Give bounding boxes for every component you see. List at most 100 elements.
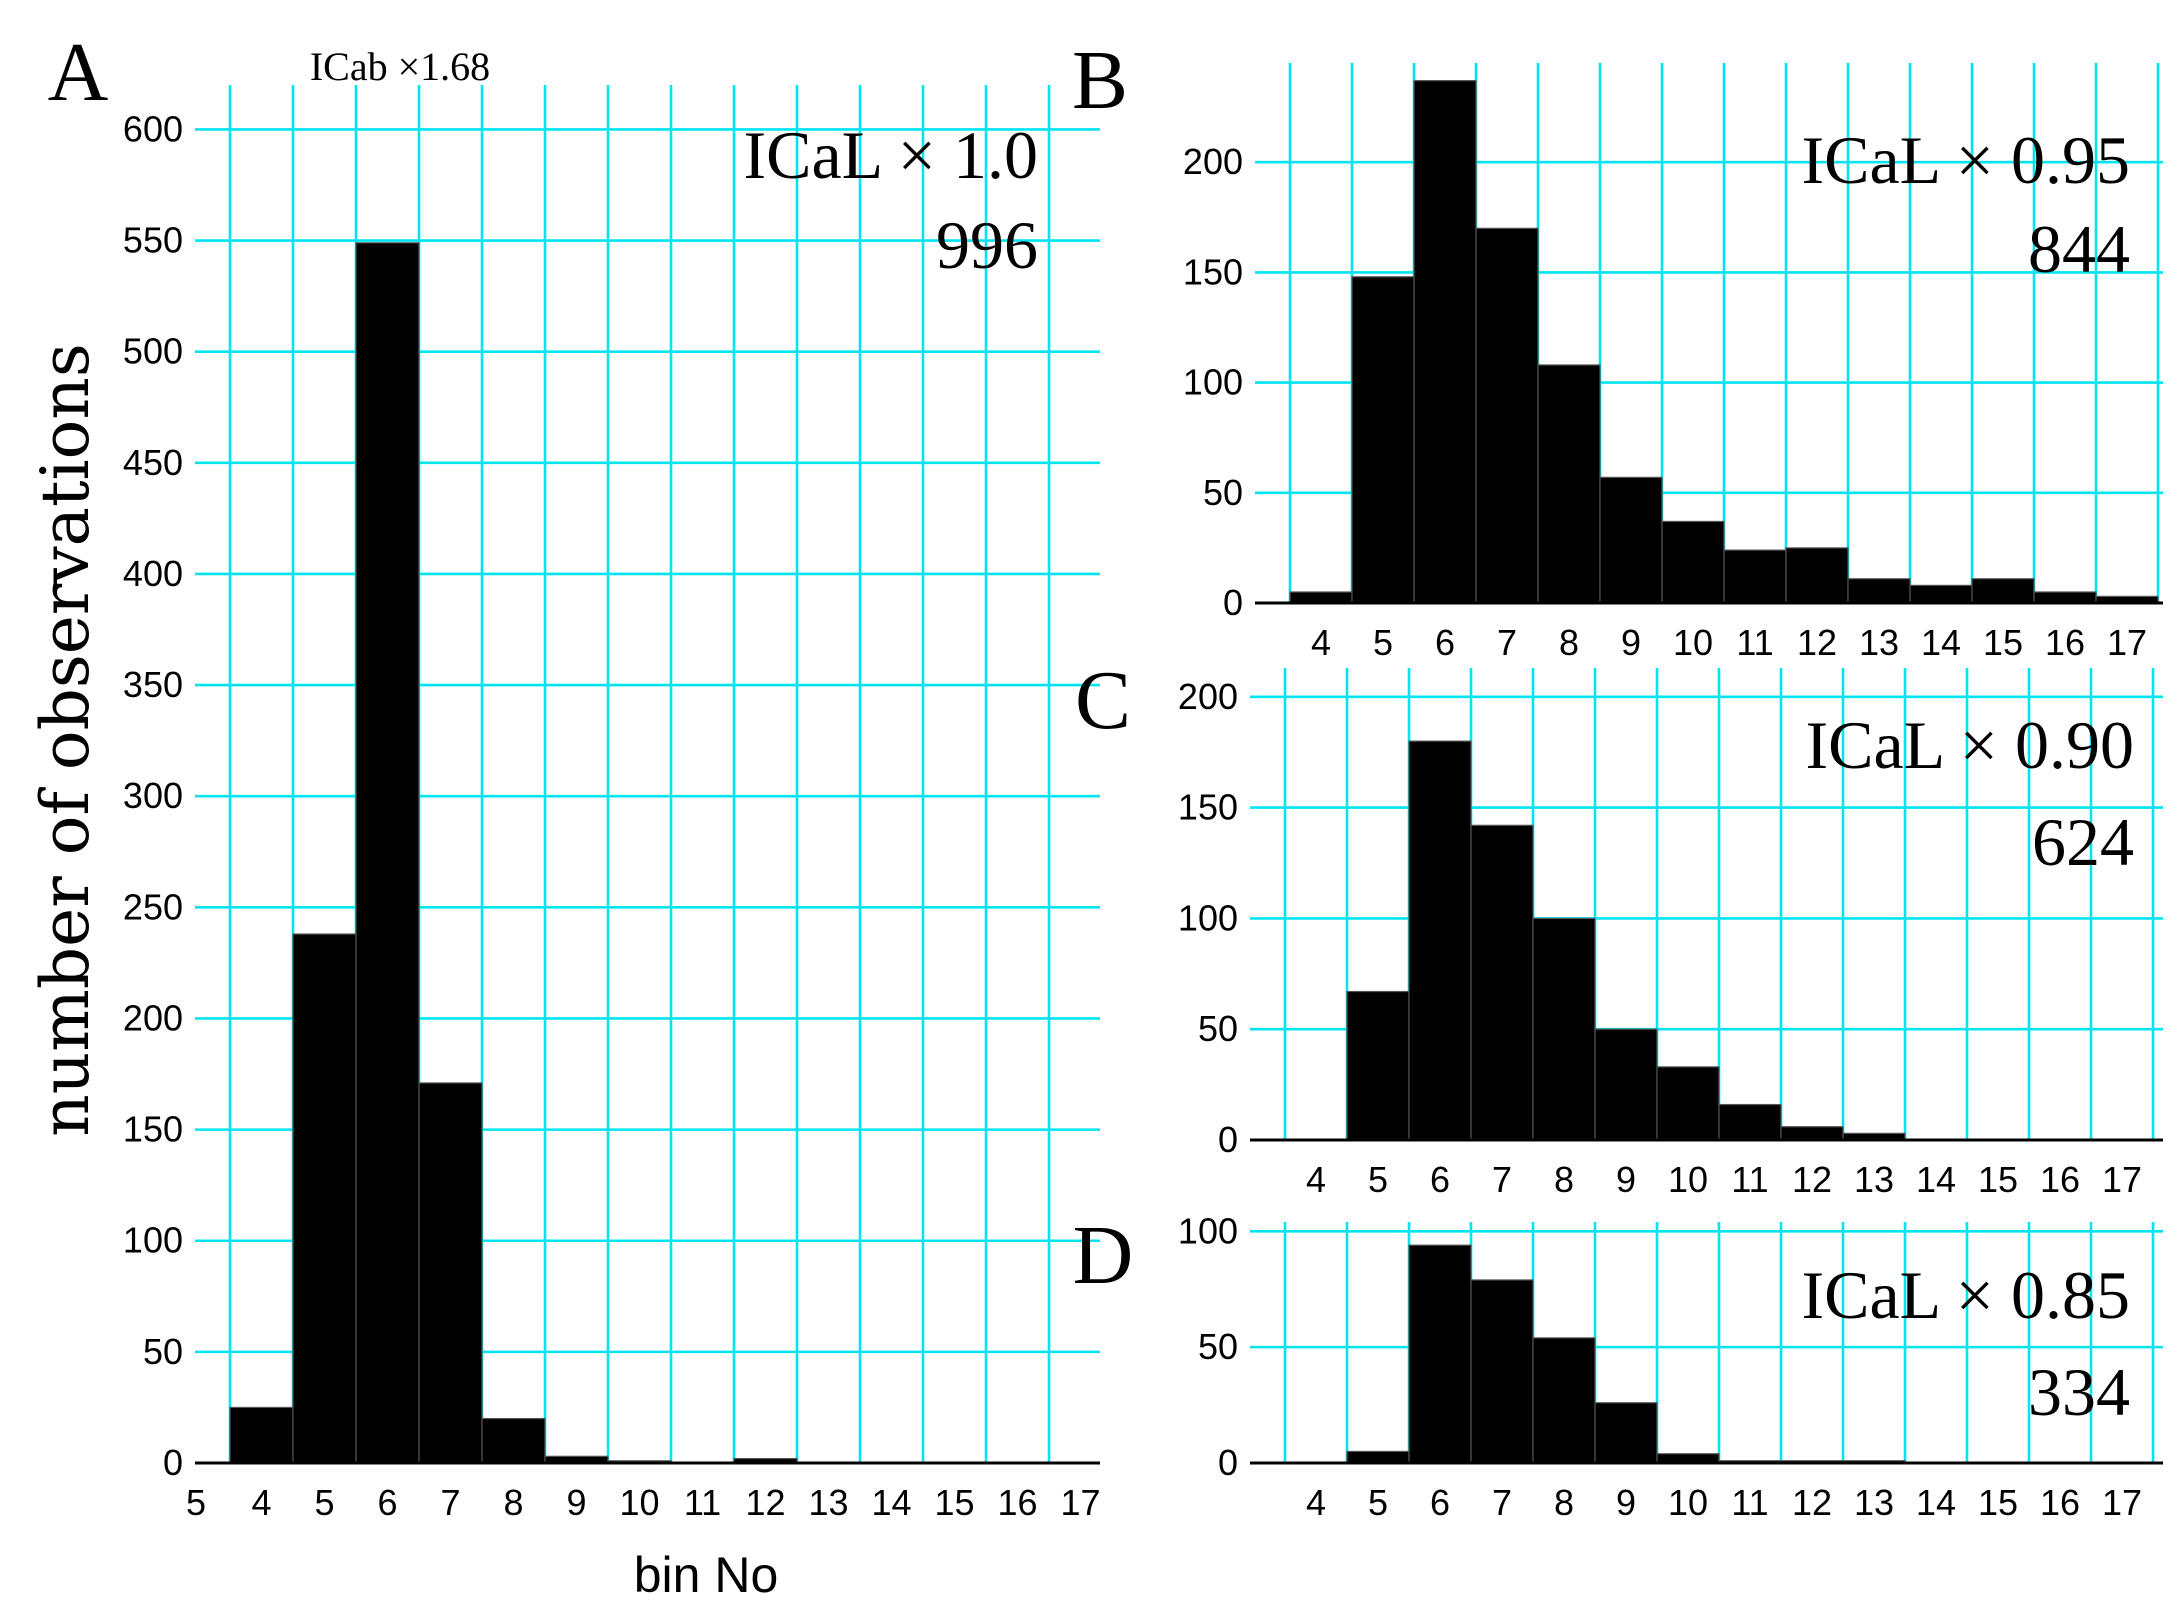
- x-tick-label: 9: [1621, 622, 1641, 663]
- x-tick-label: 15: [1978, 1482, 2018, 1523]
- y-tick-label: 150: [123, 1109, 183, 1150]
- x-tick-label: 10: [1668, 1482, 1708, 1523]
- x-tick-label: 9: [1616, 1482, 1636, 1523]
- x-tick-label: 5: [314, 1482, 334, 1523]
- annotation-count: 334: [2028, 1354, 2130, 1430]
- x-tick-label: 6: [377, 1482, 397, 1523]
- bar-bin-8: [481, 1417, 546, 1464]
- x-tick-label: 6: [1430, 1159, 1450, 1200]
- x-tick-label: 13: [1854, 1482, 1894, 1523]
- x-tick-label: 16: [2040, 1482, 2080, 1523]
- y-tick-label: 600: [123, 108, 183, 149]
- bar-bin-7: [1470, 1279, 1534, 1464]
- bar-bin-5: [292, 933, 357, 1464]
- x-tick-label: 5: [1368, 1482, 1388, 1523]
- panel-c: 0 50 100 150 200 4 5 6 7 8 9 10 11 12 13 14 15 16 17 C ICaL …: [1075, 654, 2163, 1200]
- x-tick-label: 11: [1736, 622, 1773, 663]
- y-tick-label: 150: [1183, 251, 1243, 292]
- x-tick-label: 14: [871, 1482, 911, 1523]
- x-tick-label: 11: [1731, 1482, 1768, 1523]
- x-tick-label: 17: [2107, 622, 2147, 663]
- y-tick-label: 200: [1183, 141, 1243, 182]
- bar-bin-14: [1909, 584, 1973, 604]
- annotation-ical-factor: ICaL × 0.90: [1805, 707, 2134, 783]
- y-tick-label: 50: [1198, 1326, 1238, 1367]
- panel-letter: A: [48, 26, 109, 119]
- y-tick-label: 150: [1178, 787, 1238, 828]
- y-tick-label: 500: [123, 331, 183, 372]
- y-tick-label: 300: [123, 775, 183, 816]
- annotation-count: 844: [2028, 211, 2130, 287]
- x-tick-label: 17: [2102, 1159, 2142, 1200]
- x-tick-label: 12: [1792, 1159, 1832, 1200]
- x-tick-label: 8: [1554, 1482, 1574, 1523]
- bar-bin-5: [1346, 1450, 1410, 1464]
- x-tick-label: 15: [1978, 1159, 2018, 1200]
- x-tick-label: 7: [1492, 1159, 1512, 1200]
- bar-bin-7: [1475, 227, 1539, 604]
- bar-bin-7: [418, 1082, 483, 1464]
- x-tick-label: 11: [1731, 1159, 1768, 1200]
- x-tick-label-clipped: 5: [186, 1482, 206, 1523]
- annotation-count: 996: [936, 207, 1038, 283]
- annotation-count: 624: [2032, 804, 2134, 880]
- x-tick-label: 13: [1859, 622, 1899, 663]
- x-tick-label: 9: [1616, 1159, 1636, 1200]
- bar-bin-15: [1971, 578, 2035, 604]
- bar-bin-4: [229, 1406, 294, 1464]
- panel-letter: D: [1073, 1209, 1134, 1302]
- y-tick-label: 50: [1198, 1008, 1238, 1049]
- bar-bin-6: [1408, 1244, 1472, 1464]
- bar-bin-9: [1594, 1028, 1658, 1141]
- bar-bin-4: [1289, 591, 1353, 604]
- y-tick-label: 100: [1178, 897, 1238, 938]
- x-tick-label: 7: [440, 1482, 460, 1523]
- y-tick-label: 200: [1178, 676, 1238, 717]
- y-tick-label: 0: [1218, 1119, 1238, 1160]
- bar-bin-6: [1413, 80, 1477, 604]
- x-tick-label: 9: [566, 1482, 586, 1523]
- x-tick-label: 12: [1792, 1482, 1832, 1523]
- y-tick-label: 0: [1218, 1442, 1238, 1483]
- y-tick-label: 100: [123, 1220, 183, 1261]
- bar-bin-6: [1408, 740, 1472, 1141]
- panel-a: 0 50 100 150 200 250 300 350 400 450 500 550 600 4 5 6 7…: [48, 26, 1101, 1523]
- panel-b: 0 50 100 150 200 4 5 6 7 8 9 10 11 12 13 14 15 16 17 B ICaL …: [1072, 34, 2163, 663]
- bar-bin-6: [355, 242, 420, 1464]
- x-tick-label: 13: [1854, 1159, 1894, 1200]
- panel-letter: C: [1075, 654, 1131, 747]
- bar-bin-10: [1656, 1066, 1720, 1141]
- x-tick-label: 12: [745, 1482, 785, 1523]
- x-tick-label: 7: [1497, 622, 1517, 663]
- bar-bin-10: [1661, 520, 1725, 604]
- bar-bin-5: [1346, 990, 1410, 1141]
- bar-bin-7: [1470, 824, 1534, 1141]
- x-tick-label: 4: [251, 1482, 271, 1523]
- x-tick-label: 10: [1668, 1159, 1708, 1200]
- x-tick-label: 8: [503, 1482, 523, 1523]
- y-tick-label: 350: [123, 664, 183, 705]
- bar-bin-12: [1780, 1126, 1844, 1141]
- bar-bin-9: [1599, 476, 1663, 604]
- y-tick-label: 100: [1178, 1210, 1238, 1251]
- bar-bin-12: [1785, 547, 1849, 604]
- y-axis-label: number of observations: [27, 343, 104, 1136]
- x-tick-label: 15: [934, 1482, 974, 1523]
- bar-bin-11: [1718, 1103, 1782, 1141]
- x-tick-label: 7: [1492, 1482, 1512, 1523]
- x-tick-label: 17: [2102, 1482, 2142, 1523]
- y-tick-label: 50: [143, 1331, 183, 1372]
- x-tick-label: 6: [1435, 622, 1455, 663]
- bar-bin-9: [1594, 1402, 1658, 1464]
- y-tick-label: 450: [123, 442, 183, 483]
- bar-bin-13: [1847, 578, 1911, 604]
- x-tick-label: 17: [1060, 1482, 1100, 1523]
- y-tick-label: 200: [123, 997, 183, 1038]
- x-tick-label: 16: [2040, 1159, 2080, 1200]
- x-tick-label: 6: [1430, 1482, 1450, 1523]
- y-tick-label: 0: [163, 1442, 183, 1483]
- x-tick-label: 4: [1311, 622, 1331, 663]
- x-tick-label: 13: [808, 1482, 848, 1523]
- x-tick-label: 4: [1306, 1482, 1326, 1523]
